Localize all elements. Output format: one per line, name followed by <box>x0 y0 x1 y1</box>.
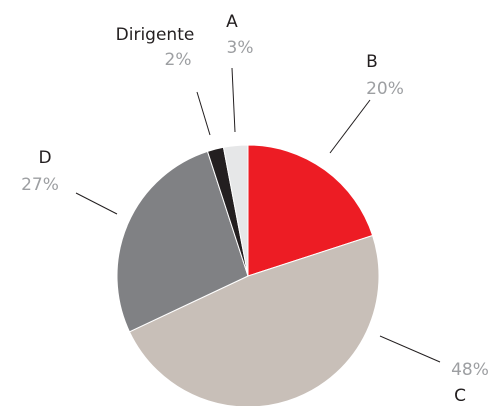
slice-label: A <box>226 12 238 32</box>
leader-line <box>329 99 371 154</box>
slice-value-label: 2% <box>165 50 192 70</box>
pie-slice <box>222 144 249 277</box>
slice-label: Dirigente <box>116 25 195 45</box>
slice-value-label: 27% <box>21 175 59 195</box>
leader-line <box>379 335 441 363</box>
slice-label: D <box>38 148 51 168</box>
slice-value-label: 20% <box>366 79 404 99</box>
slice-label: B <box>366 52 378 72</box>
leader-line <box>75 192 118 215</box>
slice-value-label: 3% <box>227 38 254 58</box>
slice-value-label: 48% <box>451 360 489 380</box>
pie-slice <box>128 234 380 408</box>
leader-line <box>231 67 236 133</box>
leader-line <box>196 91 211 136</box>
pie-slice <box>116 150 249 333</box>
slice-label: C <box>454 386 466 406</box>
pie-slice <box>247 144 374 277</box>
